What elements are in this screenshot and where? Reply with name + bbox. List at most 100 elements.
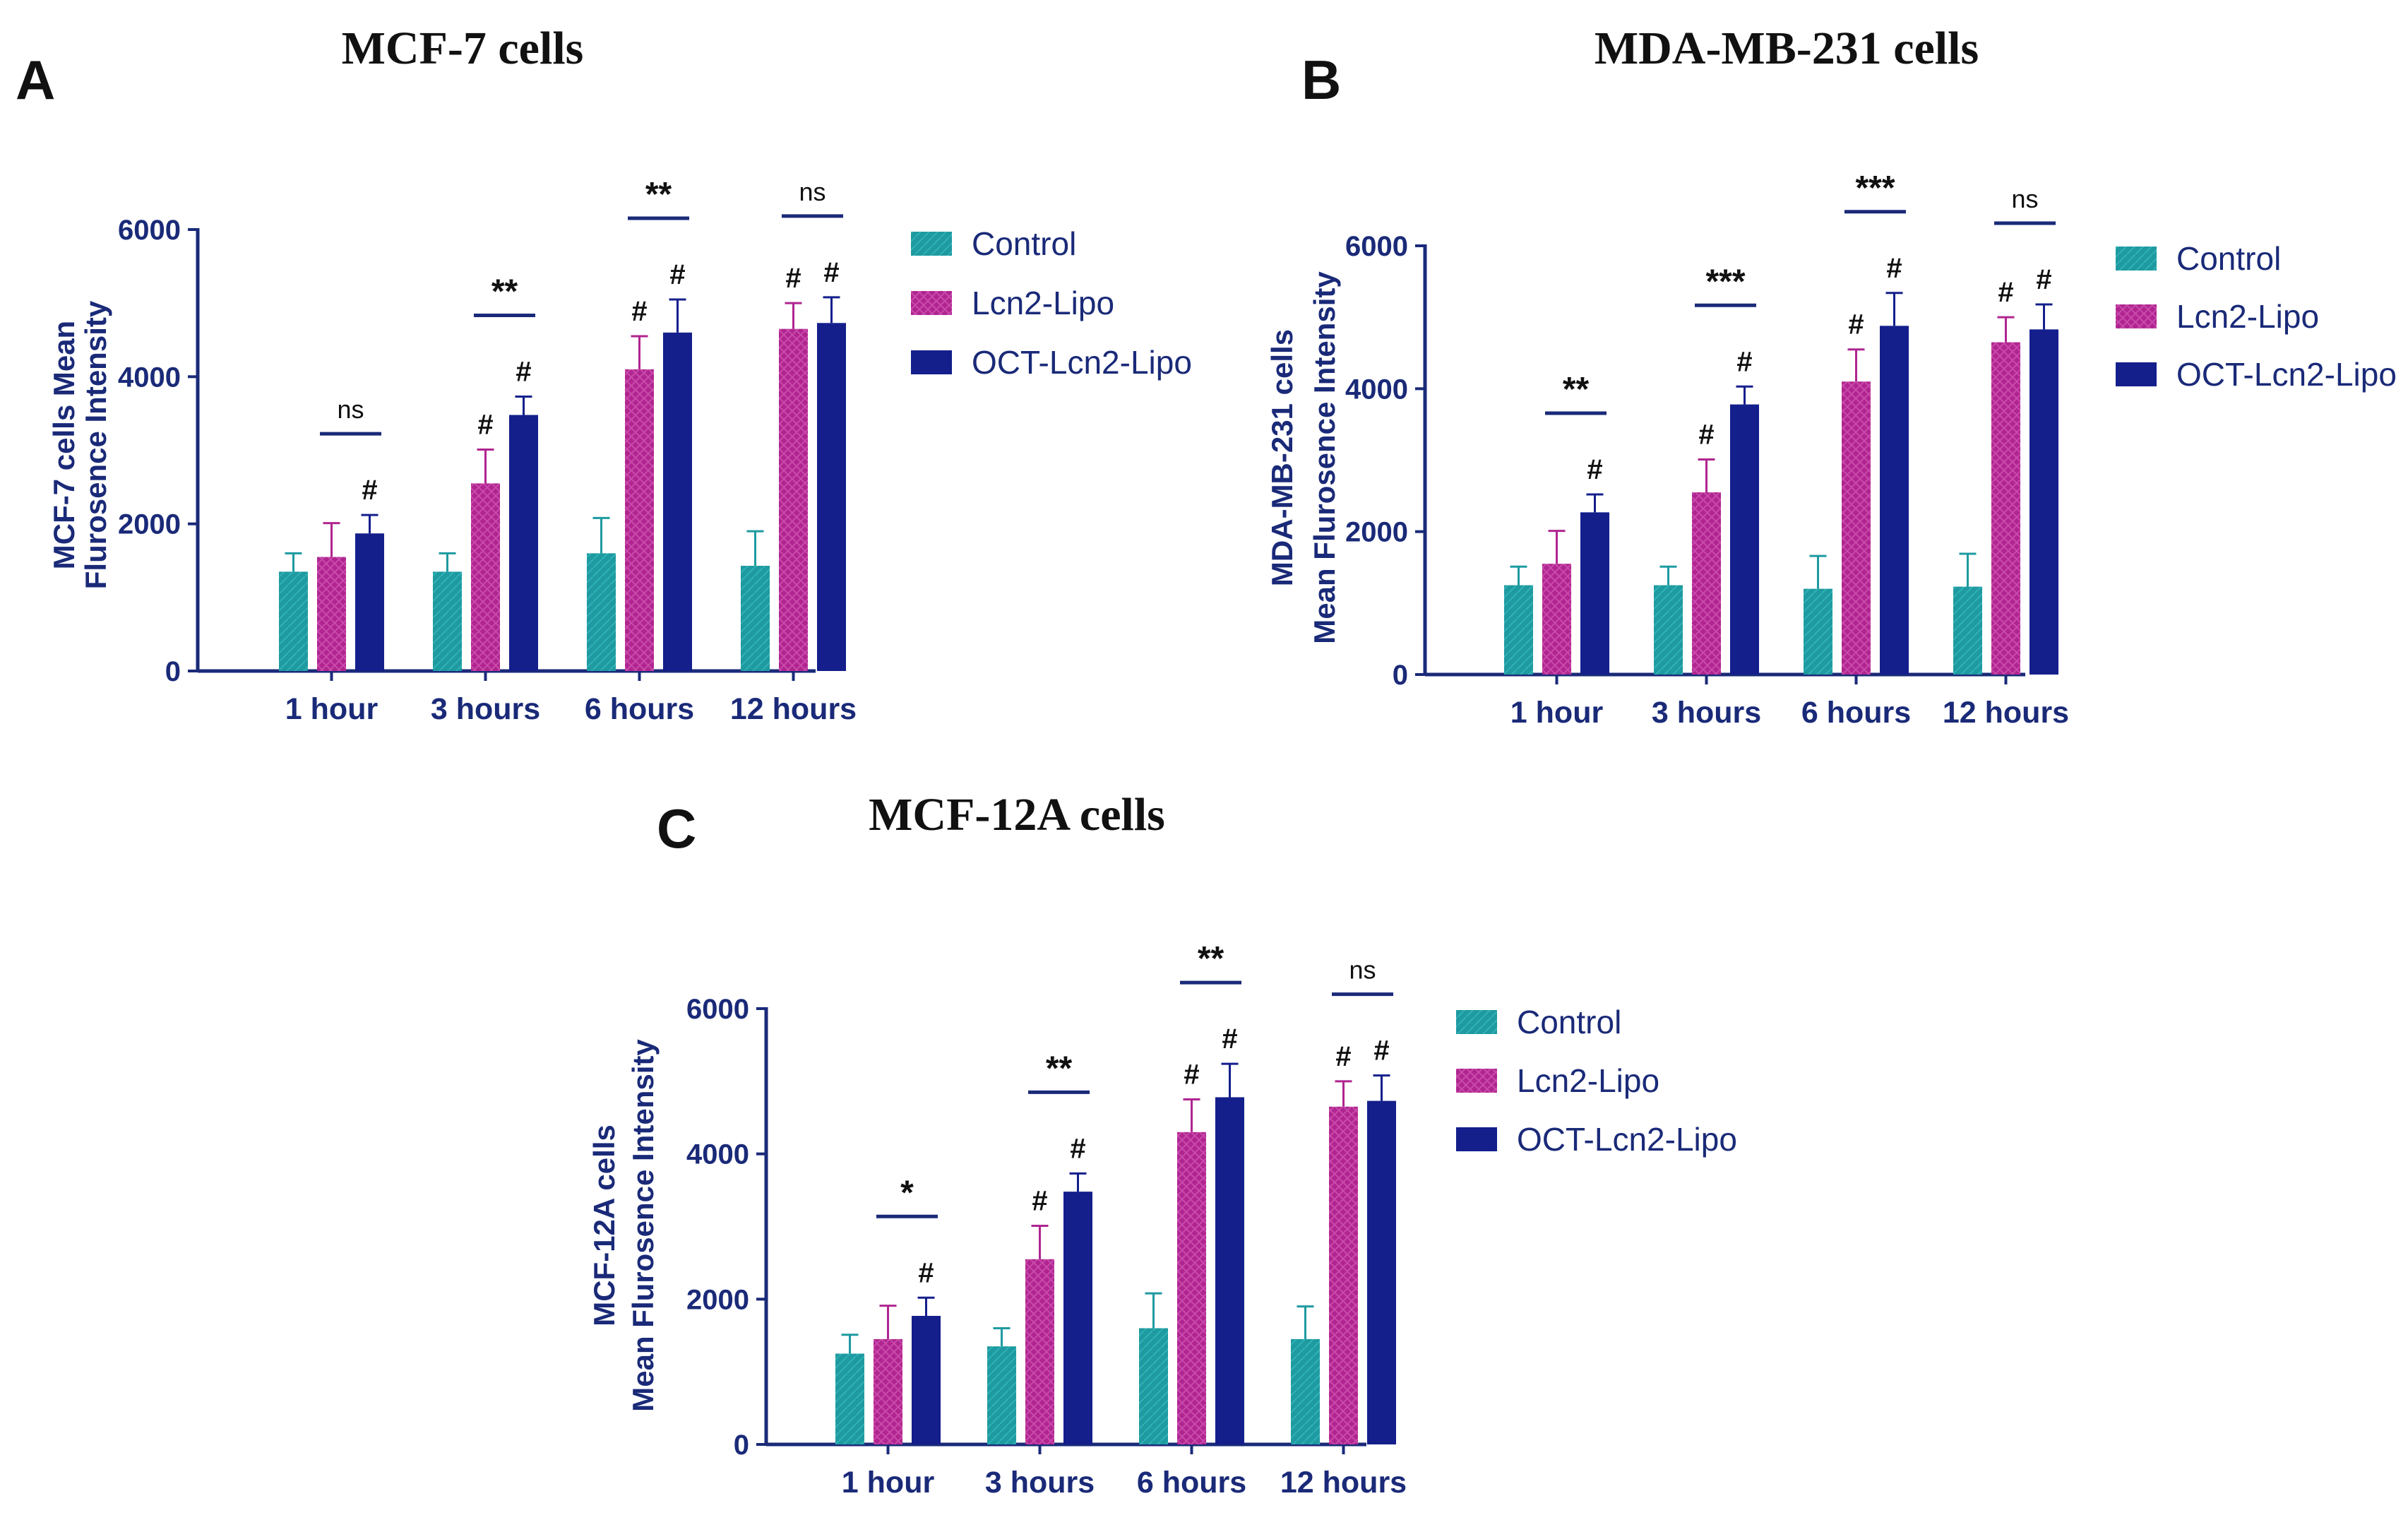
significance-label: ns [337,395,364,424]
significance-label: ** [645,176,672,213]
hash-mark: # [785,263,801,294]
y-axis-title: Mean Flurosence Intensity [626,1039,660,1412]
bar [317,557,346,671]
legend-swatch [1456,1127,1497,1151]
hash-mark: # [669,259,685,290]
hash-mark: # [1222,1023,1237,1055]
y-axis-title: MDA-MB-231 cells [1265,329,1299,586]
bar [1580,512,1609,675]
bar [1880,326,1909,675]
x-tick-label: 6 hours [585,692,694,726]
x-tick-label: 3 hours [431,692,540,726]
y-tick-label: 2000 [118,509,181,540]
legend-swatch [1456,1069,1497,1093]
legend-label: Lcn2-Lipo [1517,1062,1659,1099]
hash-mark: # [1070,1133,1085,1164]
hash-mark: # [1886,253,1902,284]
bar [1504,585,1533,675]
bar [1692,492,1721,675]
bar [1654,585,1683,675]
bar [279,571,308,671]
bar [987,1346,1016,1444]
y-tick-label: 6000 [686,994,749,1025]
hash-mark: # [1335,1041,1351,1072]
bar [471,483,500,671]
bar [1139,1328,1168,1444]
bar [741,566,770,671]
bar [433,571,462,671]
bar [625,369,654,671]
legend-label: Control [972,225,1076,262]
y-tick-label: 6000 [1345,231,1408,262]
bar [1063,1192,1092,1444]
y-tick-label: 4000 [1345,374,1408,405]
y-tick-label: 0 [165,656,181,687]
bar [1291,1338,1320,1444]
significance-label: * [900,1174,914,1211]
bar [1953,586,1982,675]
x-tick-label: 1 hour [285,692,379,726]
significance-label: *** [1705,263,1745,300]
significance-label: ns [799,177,825,206]
bar [1730,404,1759,675]
hash-mark: # [631,296,647,327]
bar [1367,1100,1396,1444]
bar [835,1353,864,1444]
x-tick-label: 1 hour [842,1466,935,1500]
bar [1991,342,2020,675]
hash-mark: # [1587,454,1602,485]
y-tick-label: 6000 [118,215,181,246]
bar [663,332,692,671]
bar [587,553,616,671]
chart-title-c: MCF-12A cells [869,789,1165,841]
chart-title-b: MDA-MB-231 cells [1595,23,1979,74]
legend-panel-c: Control Lcn2-Lipo OCT-Lcn2-Lipo [1456,1004,1737,1158]
legend-label: Control [1517,1004,1621,1040]
x-tick-label: 12 hours [730,692,857,726]
legend-swatch [911,350,952,374]
hash-mark: # [1848,309,1864,340]
legend-swatch [1456,1010,1497,1034]
bar [355,533,384,671]
bar [1025,1259,1054,1444]
bar [1215,1097,1244,1444]
significance-label: ns [2011,184,2038,213]
y-tick-label: 2000 [1345,517,1408,548]
y-axis-title: MCF-12A cells [588,1124,621,1326]
y-tick-label: 4000 [686,1139,749,1170]
hash-mark: # [1373,1035,1389,1067]
legend-label: OCT-Lcn2-Lipo [1517,1121,1737,1158]
panel-letter-b: B [1301,49,1341,111]
legend-label: Lcn2-Lipo [2176,298,2319,335]
bar [1177,1132,1206,1444]
legend-label: Lcn2-Lipo [972,285,1114,321]
legend-swatch [2116,247,2157,271]
y-tick-label: 2000 [686,1284,749,1315]
bar [1329,1106,1358,1444]
legend-swatch [911,291,952,315]
x-tick-label: 6 hours [1137,1466,1246,1500]
significance-label: ns [1349,956,1376,985]
panel-letter-c: C [657,797,696,860]
chart-panel-c: 0 2000 4000 6000 MCF-12A cells Mean Flurosenc… [588,940,1407,1500]
hash-mark: # [1998,277,2013,308]
significance-label: *** [1855,170,1895,207]
hash-mark: # [1184,1059,1199,1091]
x-tick-label: 12 hours [1943,696,2069,730]
legend-swatch [911,232,952,256]
legend-label: Control [2176,240,2281,277]
bar [1842,381,1871,675]
significance-label: ** [1046,1050,1073,1087]
significance-label: ** [1563,371,1590,408]
legend-label: OCT-Lcn2-Lipo [2176,356,2397,393]
y-tick-label: 4000 [118,362,181,393]
hash-mark: # [1698,419,1714,450]
bar [912,1315,941,1444]
chart-panel-a: 0 2000 4000 6000 MCF-7 cells MeanFlurosence … [47,176,857,726]
y-axis-title: Mean Flurosence Intensity [1308,271,1341,644]
significance-label: ** [1198,940,1224,978]
bar [509,415,538,671]
legend-swatch [2116,304,2157,328]
hash-mark: # [515,356,531,387]
